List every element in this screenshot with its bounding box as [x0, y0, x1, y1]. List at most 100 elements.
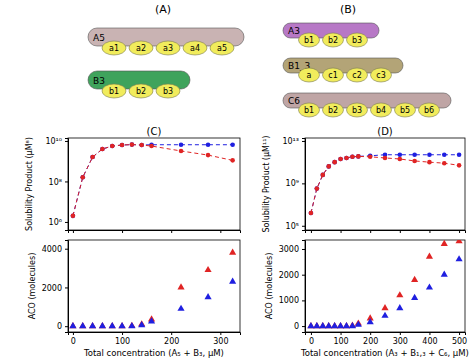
data-point: [320, 173, 325, 178]
data-point: [229, 248, 236, 254]
data-point: [80, 175, 85, 180]
data-point: [368, 155, 373, 160]
domain: [371, 103, 392, 117]
tick: 10¹⁰: [45, 137, 68, 146]
axis-line: [306, 231, 466, 234]
plot-area: [307, 240, 462, 328]
tick-mark: [220, 332, 221, 335]
tick-label: 10¹⁰: [45, 137, 62, 146]
tick-label: 10¹³: [282, 137, 299, 146]
data-point: [69, 322, 76, 328]
domain-label: c1: [328, 71, 338, 80]
plot-area: [71, 142, 235, 218]
domain: [419, 103, 440, 117]
data-point: [398, 157, 403, 162]
data-point: [355, 321, 362, 327]
diagram: (A)A5a1a2a3a4a5B3b1b2b3: [88, 3, 244, 98]
data-point: [148, 317, 155, 323]
tick-label: 4000: [42, 245, 62, 254]
data-point: [99, 322, 106, 328]
axis: 10⁶ 10⁸ 10¹⁰: [45, 137, 68, 230]
tick-label: 200: [164, 337, 179, 346]
y-axis-title: Solubility Product (μM¹¹): [262, 136, 271, 233]
tick-label: 10⁵: [286, 222, 299, 231]
axis-line: [65, 139, 69, 231]
domain: [299, 68, 320, 82]
data-point: [441, 240, 448, 246]
tick-mark: [459, 332, 460, 335]
tick: 10⁸: [49, 178, 68, 187]
tick: [311, 230, 312, 233]
data-point: [79, 322, 86, 328]
data-point: [457, 152, 462, 157]
tick-label: 0: [57, 322, 62, 331]
domain-label: c2: [352, 71, 362, 80]
data-point: [138, 321, 145, 327]
data-point: [313, 322, 320, 328]
tick-mark: [73, 332, 74, 335]
tick-label: 100: [333, 337, 348, 346]
tick: 200: [164, 332, 179, 346]
domain-label: a3: [163, 44, 173, 53]
tick: [220, 230, 221, 233]
tick-mark: [65, 222, 68, 223]
data-point: [456, 240, 463, 243]
domain-label: a: [307, 71, 312, 80]
data-point: [110, 144, 115, 149]
domain: [323, 68, 344, 82]
domain: [129, 41, 153, 55]
data-point: [79, 322, 86, 328]
data-point: [206, 153, 211, 158]
data-point: [90, 155, 95, 160]
data-point: [320, 173, 325, 178]
data-point: [411, 276, 418, 282]
panel-label: (B): [340, 3, 356, 16]
domain: [299, 33, 320, 47]
tick-label: 3000: [279, 245, 299, 254]
data-point: [427, 152, 432, 157]
y-axis-title: ACO (molecules): [265, 253, 274, 320]
tick: 100: [333, 332, 348, 346]
molecule-name: B3: [93, 76, 105, 86]
domain-label: b6: [424, 106, 434, 115]
data-point: [315, 186, 320, 191]
domain-label: b1: [304, 36, 314, 45]
data-point: [118, 322, 125, 328]
chart: 10⁵10⁹10¹³(D)Solubility Product (μM¹¹): [262, 126, 466, 233]
axis: 10⁵10⁹10¹³: [282, 137, 305, 231]
tick: [171, 230, 172, 233]
tick: 400: [422, 332, 437, 346]
tick-mark: [400, 230, 401, 233]
axis: 0100200300400500: [306, 332, 468, 346]
tick-label: 0: [294, 322, 299, 331]
data-point: [99, 322, 106, 328]
data-point: [412, 159, 417, 164]
plot-frame: [305, 240, 465, 332]
data-point: [331, 322, 338, 328]
axis-line: [69, 231, 241, 234]
domain-label: b1: [109, 87, 119, 96]
data-point: [319, 322, 326, 328]
tick: 10¹³: [282, 137, 305, 146]
tick-mark: [171, 230, 172, 233]
tick: [341, 230, 342, 233]
series-line: [73, 145, 233, 216]
tick-label: 2000: [279, 271, 299, 280]
domain: [183, 41, 207, 55]
tick: 0: [57, 322, 68, 331]
tick: 300: [213, 332, 228, 346]
data-point: [89, 322, 96, 328]
domain: [347, 103, 368, 117]
axis: 0100200300: [69, 332, 241, 346]
domain-label: b2: [328, 36, 338, 45]
plot-area: [309, 152, 462, 215]
plot-frame: [68, 138, 240, 230]
data-point: [138, 320, 145, 326]
tick-label: 10⁶: [49, 218, 62, 227]
tick-label: 300: [393, 337, 408, 346]
figure: (A)A5a1a2a3a4a5B3b1b2b3(B)A3b1b2b3B1_3ac…: [0, 0, 474, 361]
domain-label: a1: [109, 44, 119, 53]
chart: 01002003004005000100020003000Total conce…: [265, 237, 469, 358]
data-point: [349, 322, 356, 328]
tick-mark: [302, 300, 305, 301]
